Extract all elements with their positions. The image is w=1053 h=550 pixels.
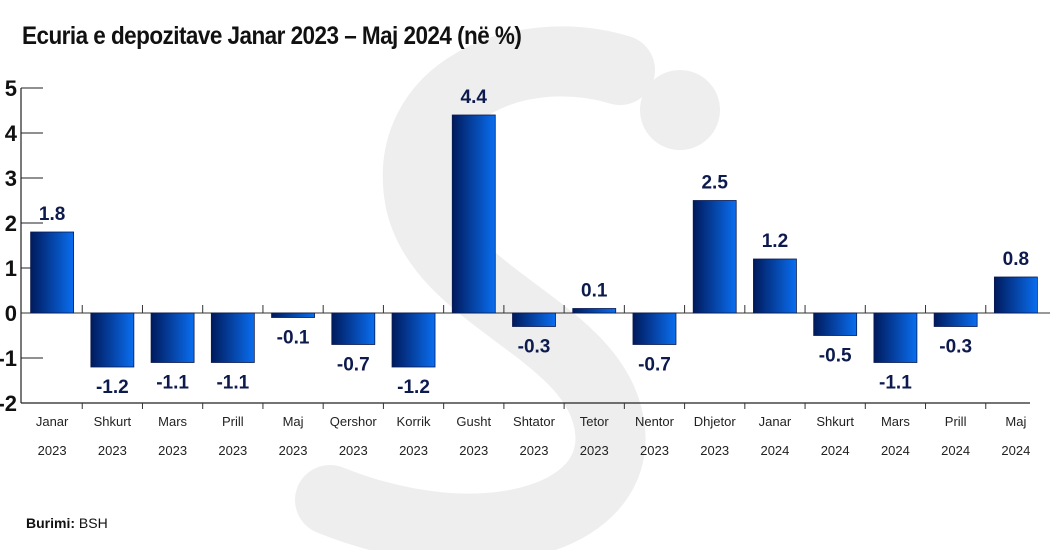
data-label: -0.7	[638, 355, 671, 376]
y-tick-label: 2	[5, 211, 17, 236]
x-tick-label-year: 2024	[1001, 443, 1030, 458]
x-tick-label-year: 2024	[821, 443, 850, 458]
bar	[933, 312, 978, 327]
bar	[753, 258, 797, 314]
data-label: -0.7	[337, 355, 370, 376]
y-tick-label: 3	[5, 166, 17, 191]
data-label: 2.5	[701, 173, 728, 194]
x-tick-label-year: 2023	[520, 443, 549, 458]
bar	[271, 312, 315, 318]
y-tick-label: -2	[0, 391, 17, 416]
x-tick-label-month: Maj	[1005, 414, 1026, 429]
x-tick-label-month: Prill	[222, 414, 244, 429]
x-tick-label-month: Mars	[158, 414, 187, 429]
x-tick-label-month: Qershor	[330, 414, 378, 429]
y-tick-label: 4	[5, 121, 18, 146]
x-tick-label-year: 2023	[700, 443, 729, 458]
bar	[632, 312, 677, 345]
x-tick-label-year: 2023	[218, 443, 247, 458]
bar	[90, 312, 135, 368]
y-tick-label: 0	[5, 301, 17, 326]
x-tick-label-year: 2023	[279, 443, 308, 458]
data-label: -0.3	[939, 337, 972, 358]
data-label: -1.2	[397, 377, 430, 398]
source-value: BSH	[78, 515, 108, 531]
data-label: 1.2	[762, 231, 788, 252]
data-label: -0.5	[819, 346, 852, 367]
watermark-dot	[640, 70, 720, 150]
x-tick-label-year: 2023	[339, 443, 368, 458]
data-label: -1.2	[96, 377, 129, 398]
x-tick-label-month: Janar	[759, 414, 792, 429]
x-tick-label-month: Gusht	[456, 414, 491, 429]
x-tick-label-month: Dhjetor	[694, 414, 737, 429]
bar	[873, 312, 918, 363]
x-tick-label-month: Nentor	[635, 414, 675, 429]
x-tick-label-month: Shkurt	[94, 414, 132, 429]
x-tick-label-year: 2023	[640, 443, 669, 458]
chart-title: Ecuria e depozitave Janar 2023 – Maj 202…	[22, 22, 522, 50]
x-tick-label-month: Korrik	[397, 414, 431, 429]
x-tick-label-month: Maj	[283, 414, 304, 429]
y-tick-label: -1	[0, 346, 17, 371]
x-tick-label-year: 2023	[98, 443, 127, 458]
data-label: 0.1	[581, 281, 608, 302]
y-tick-label: 5	[5, 76, 17, 101]
x-tick-label-year: 2024	[941, 443, 970, 458]
x-tick-label-year: 2023	[38, 443, 67, 458]
x-tick-label-month: Tetor	[580, 414, 610, 429]
source-note: Burimi: BSH	[26, 515, 108, 531]
bar	[391, 312, 436, 368]
data-label: -1.1	[879, 373, 912, 394]
data-label: 1.8	[39, 204, 65, 225]
bar	[813, 312, 858, 336]
data-label: -0.1	[277, 328, 310, 349]
x-tick-label-year: 2024	[881, 443, 910, 458]
bar	[692, 200, 737, 314]
bar	[331, 312, 376, 345]
x-tick-label-month: Shkurt	[816, 414, 854, 429]
x-tick-label-month: Mars	[881, 414, 910, 429]
bar	[512, 312, 556, 327]
source-label: Burimi:	[26, 515, 75, 531]
bar	[451, 114, 496, 314]
data-label: 0.8	[1003, 249, 1029, 270]
x-tick-label-month: Janar	[36, 414, 69, 429]
x-tick-label-year: 2023	[158, 443, 187, 458]
y-tick-label: 1	[5, 256, 17, 281]
data-label: 4.4	[461, 87, 488, 108]
x-tick-label-year: 2024	[760, 443, 789, 458]
bar	[572, 308, 617, 314]
x-tick-label-year: 2023	[399, 443, 428, 458]
x-tick-label-year: 2023	[580, 443, 609, 458]
bar	[150, 312, 195, 363]
bar	[993, 276, 1038, 314]
bar	[210, 312, 255, 363]
data-label: -0.3	[518, 337, 551, 358]
data-label: -1.1	[216, 373, 249, 394]
bar	[30, 231, 75, 314]
x-tick-label-month: Prill	[945, 414, 967, 429]
data-label: -1.1	[156, 373, 189, 394]
x-tick-label-month: Shtator	[513, 414, 556, 429]
x-tick-label-year: 2023	[459, 443, 488, 458]
